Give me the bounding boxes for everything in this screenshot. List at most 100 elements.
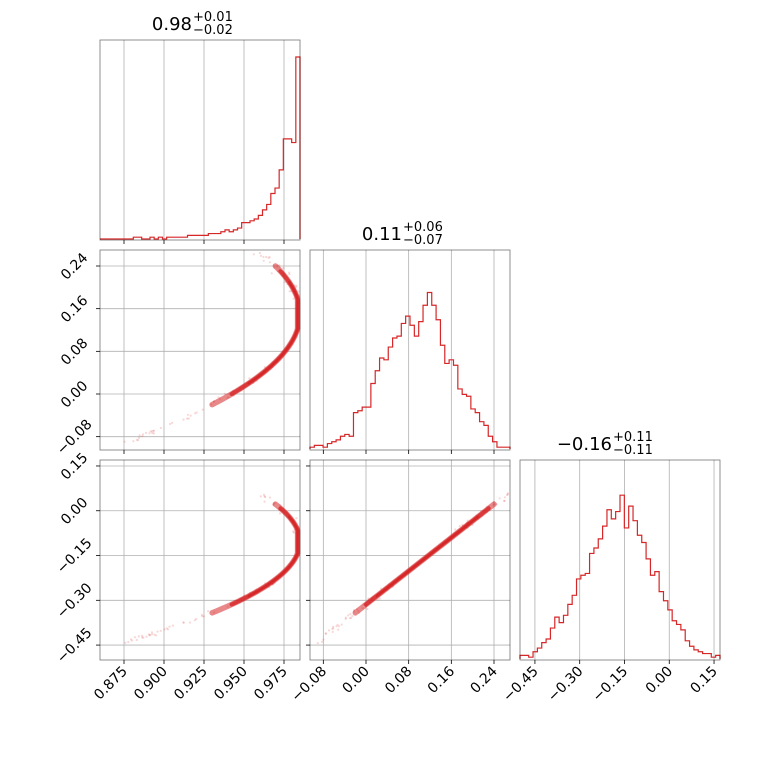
sample-point (288, 290, 291, 293)
x-tick-label: 0.00 (339, 664, 372, 697)
sample-point (182, 621, 185, 624)
histogram-param-0 (100, 56, 301, 240)
title-upper-error: +0.01 (193, 10, 233, 25)
sample-point (262, 259, 265, 262)
x-tick-label: 0.15 (688, 664, 721, 697)
sample-point (506, 492, 510, 495)
sample-point (337, 628, 340, 631)
joint-panel-1-2 (316, 492, 510, 645)
y-tick-label: 0.24 (58, 250, 91, 283)
sample-point (503, 499, 506, 502)
contour-level-3 (262, 292, 299, 374)
sample-point (217, 396, 220, 399)
sample-point (498, 497, 501, 500)
sample-point (327, 629, 331, 632)
y-tick-label: −0.30 (54, 580, 96, 622)
x-tick-label: 0.875 (91, 664, 131, 704)
sample-point (200, 613, 203, 617)
sample-point (150, 430, 153, 433)
sample-point (259, 254, 263, 257)
sample-point (147, 633, 150, 636)
y-tick-label: 0.16 (58, 293, 91, 326)
sample-point (454, 528, 457, 531)
sample-point (331, 627, 334, 630)
sample-point (156, 630, 159, 633)
panel-frame (99, 39, 301, 241)
sample-point (189, 414, 192, 417)
sample-point (129, 638, 133, 641)
sample-point (264, 495, 267, 498)
sample-point (153, 633, 156, 636)
sample-point (141, 433, 145, 436)
y-tick-label: −0.45 (54, 625, 96, 667)
title-median: −0.16 (557, 434, 612, 455)
sample-point (268, 496, 272, 499)
sample-point (186, 417, 189, 420)
y-tick-label: −0.08 (54, 417, 96, 459)
sample-point (278, 512, 282, 515)
sample-point (262, 255, 265, 259)
sample-point (316, 642, 319, 645)
title-lower-error: −0.02 (193, 23, 233, 38)
sample-point (142, 636, 145, 639)
sample-point (148, 633, 152, 636)
sample-point (324, 632, 328, 636)
title-lower-error: −0.11 (613, 443, 653, 458)
sample-point (188, 621, 192, 624)
sample-point (165, 627, 168, 630)
sample-point (152, 429, 155, 432)
sample-point (201, 408, 204, 411)
sample-point (194, 412, 197, 415)
sample-point (265, 255, 268, 259)
sample-point (150, 631, 154, 634)
sample-point (141, 636, 144, 639)
sample-point (248, 377, 251, 380)
sample-point (344, 616, 347, 619)
sample-point (135, 438, 138, 441)
title-lower-error: −0.07 (403, 233, 443, 248)
sample-point (295, 517, 298, 520)
sample-point (340, 623, 343, 626)
sample-point (130, 639, 134, 642)
sample-point (288, 273, 291, 276)
sample-point (268, 261, 271, 264)
sample-point (378, 597, 381, 600)
sample-point (223, 392, 226, 395)
sample-point (347, 614, 350, 617)
title-median: 0.98 (152, 14, 192, 35)
y-tick-label: −0.15 (54, 535, 96, 577)
sample-point (252, 253, 255, 256)
sample-point (336, 623, 339, 626)
sample-point (262, 493, 266, 496)
contour-level-2 (247, 280, 299, 385)
sample-point (201, 615, 204, 618)
joint-panel-0-1 (123, 251, 301, 443)
sample-point (137, 635, 140, 638)
sample-point (137, 439, 140, 442)
x-tick-label: −0.08 (289, 664, 331, 706)
y-tick-label: 0.00 (58, 378, 91, 411)
sample-point (503, 496, 506, 499)
x-tick-label: 0.24 (467, 663, 500, 696)
sample-point (154, 634, 158, 637)
sample-point (268, 256, 271, 259)
title-upper-error: +0.11 (613, 430, 653, 445)
sample-point (159, 426, 162, 430)
sample-point (159, 629, 162, 632)
histogram-param-2 (519, 494, 721, 659)
contour-level-3 (262, 524, 299, 589)
sample-point (150, 633, 154, 636)
sample-point (207, 610, 210, 613)
sample-point (195, 411, 198, 414)
sample-point (282, 267, 285, 270)
sample-point (145, 635, 148, 638)
sample-point (295, 284, 298, 287)
sample-point (288, 271, 291, 274)
sample-point (137, 436, 141, 439)
sample-point (331, 630, 334, 634)
title-param-0: 0.98 +0.01−0.02 (152, 10, 233, 38)
sample-point (270, 272, 273, 275)
sample-point (187, 417, 190, 420)
sample-point (259, 495, 262, 498)
